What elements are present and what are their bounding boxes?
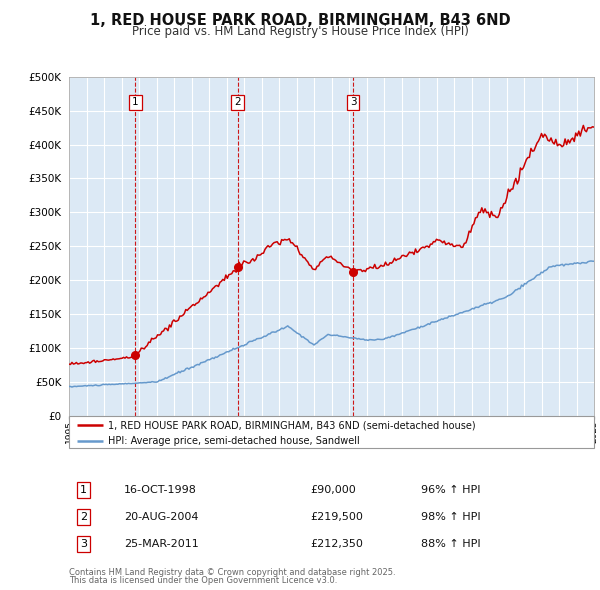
Text: 2: 2 [80,512,87,522]
Text: 96% ↑ HPI: 96% ↑ HPI [421,485,480,494]
Text: £90,000: £90,000 [311,485,356,494]
Text: 1: 1 [80,485,87,494]
Text: This data is licensed under the Open Government Licence v3.0.: This data is licensed under the Open Gov… [69,576,337,585]
FancyBboxPatch shape [69,416,594,448]
Text: 2: 2 [235,97,241,107]
Text: 1, RED HOUSE PARK ROAD, BIRMINGHAM, B43 6ND (semi-detached house): 1, RED HOUSE PARK ROAD, BIRMINGHAM, B43 … [109,420,476,430]
Text: 25-MAR-2011: 25-MAR-2011 [124,539,199,549]
Text: 88% ↑ HPI: 88% ↑ HPI [421,539,481,549]
Text: £212,350: £212,350 [311,539,364,549]
Text: Contains HM Land Registry data © Crown copyright and database right 2025.: Contains HM Land Registry data © Crown c… [69,568,395,577]
Text: 3: 3 [80,539,87,549]
Text: Price paid vs. HM Land Registry's House Price Index (HPI): Price paid vs. HM Land Registry's House … [131,25,469,38]
Text: 98% ↑ HPI: 98% ↑ HPI [421,512,481,522]
Text: £219,500: £219,500 [311,512,364,522]
Text: HPI: Average price, semi-detached house, Sandwell: HPI: Average price, semi-detached house,… [109,436,360,446]
Text: 20-AUG-2004: 20-AUG-2004 [124,512,199,522]
Text: 1: 1 [132,97,139,107]
Text: 1, RED HOUSE PARK ROAD, BIRMINGHAM, B43 6ND: 1, RED HOUSE PARK ROAD, BIRMINGHAM, B43 … [89,13,511,28]
Text: 3: 3 [350,97,356,107]
Text: 16-OCT-1998: 16-OCT-1998 [124,485,197,494]
